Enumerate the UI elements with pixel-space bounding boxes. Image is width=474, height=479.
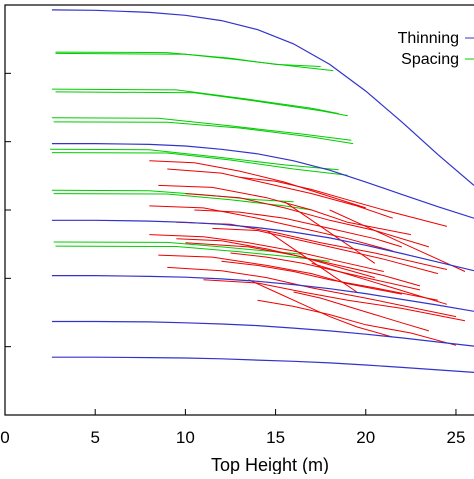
spacing-line-10 — [53, 241, 303, 255]
model-curve-4 — [51, 320, 474, 347]
series-layer — [50, 9, 474, 373]
spacing-line-0 — [55, 51, 321, 67]
thinning-line-13 — [257, 299, 457, 346]
thinning-line-18 — [239, 176, 448, 227]
x-tick-label-2: 10 — [176, 428, 195, 447]
legend-background — [378, 22, 474, 70]
model-curve-0 — [51, 9, 474, 186]
spacing-line-7 — [51, 152, 348, 176]
x-axis-label: Top Height (m) — [211, 455, 329, 474]
thinning-line-6 — [149, 234, 384, 272]
thinning-line-12 — [248, 279, 393, 338]
spacing-line-1 — [55, 52, 334, 72]
spacing-line-11 — [55, 245, 330, 262]
thinning-line-4 — [149, 205, 393, 252]
x-tick-label-3: 15 — [266, 428, 285, 447]
spacing-line-5 — [53, 121, 354, 145]
thinning-line-21 — [311, 262, 448, 305]
thinning-line-11 — [203, 279, 466, 322]
thinning-line-5 — [176, 221, 448, 270]
spacing-line-4 — [51, 117, 352, 141]
x-tick-label-5: 25 — [447, 428, 466, 447]
model-curve-2 — [51, 219, 474, 272]
spacing-line-9 — [53, 193, 312, 211]
model-curve-5 — [51, 356, 474, 373]
spacing-line-6 — [50, 148, 339, 171]
thinning-line-3 — [185, 193, 430, 248]
thinning-line-9 — [221, 260, 438, 301]
thinning-line-7 — [185, 242, 421, 287]
thinning-line-19 — [176, 238, 375, 279]
thinning-line-2 — [158, 184, 411, 236]
thinning-line-23 — [329, 209, 466, 272]
spacing-line-3 — [55, 91, 348, 117]
x-tick-label-0: 0 — [0, 428, 9, 447]
thinning-line-8 — [158, 254, 402, 295]
x-tick-label-4: 20 — [356, 428, 375, 447]
legend-label-thinning: Thinning — [398, 30, 459, 47]
legend: Thinning Spacing — [378, 22, 474, 70]
legend-label-spacing: Spacing — [401, 51, 459, 68]
thinning-line-16 — [212, 227, 439, 275]
thinning-line-0 — [149, 160, 366, 209]
model-curve-3 — [51, 275, 474, 312]
thinning-line-10 — [167, 266, 457, 318]
spacing-line-2 — [51, 88, 339, 115]
model-curve-1 — [51, 143, 474, 219]
thinning-line-20 — [293, 291, 430, 332]
tick-layer: 0 5 10 15 20 25 — [0, 72, 466, 447]
thinning-line-15 — [194, 209, 402, 248]
thinning-line-14 — [284, 201, 376, 264]
thinning-line-22 — [266, 230, 358, 293]
x-tick-label-1: 5 — [90, 428, 99, 447]
thinning-line-1 — [167, 168, 393, 219]
